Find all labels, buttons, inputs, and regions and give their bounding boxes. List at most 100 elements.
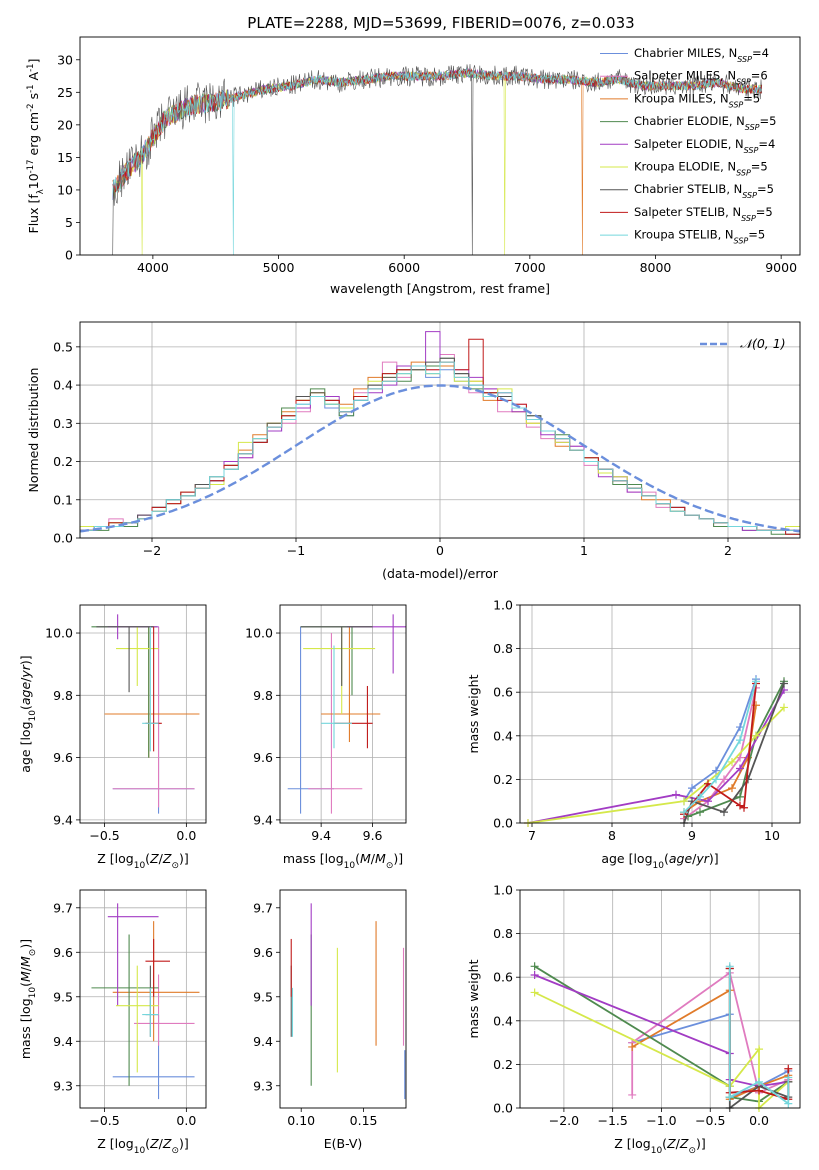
y-tick-label: 9.3 [53, 1078, 73, 1093]
mass-weight-vs-Z-panel: −2.0 −1.5 −1.0 −0.5 0.0 0.0 0.2 0.4 0.6 0.8 1.0 Z [… [466, 883, 801, 1156]
y-tick-label: 9.6 [53, 750, 73, 765]
y-axis-label: mass weight [466, 959, 481, 1038]
x-tick-label: 9 [688, 828, 696, 843]
x-tick-label: −0.5 [89, 828, 119, 843]
x-tick-label: 4000 [137, 260, 169, 275]
histogram-panel: −2 −1 0 1 2 0.0 0.1 0.2 0.3 0.4 0.5 𝒩(0, 1) (data-mo… [26, 321, 801, 581]
y-tick-label: 0.2 [493, 772, 513, 787]
y-axis-label: Normed distribution [26, 368, 41, 493]
weight-marker [784, 1073, 793, 1082]
y-tick-label: 0.5 [53, 339, 73, 354]
weight-marker [740, 803, 748, 812]
weight-marker [628, 1090, 637, 1099]
age-vs-Z-panel: −0.5 0.0 9.4 9.6 9.8 10.0 Z [log10(Z/Z⊙)] age [… [18, 604, 207, 871]
weight-marker [696, 808, 704, 817]
y-tick-label: 9.5 [253, 989, 273, 1004]
x-axis-label: Z [log10(Z/Z⊙)] [97, 851, 189, 871]
y-tick-label: 9.6 [53, 945, 73, 960]
age-vs-mass-panel: 9.4 9.6 9.4 9.6 9.8 10.0 mass [log10(M/M⊙)] [245, 604, 407, 871]
figure-title: PLATE=2288, MJD=53699, FIBERID=0076, z=0… [247, 14, 634, 32]
weight-marker [725, 962, 734, 971]
x-axis-label: Z [log10(Z/Z⊙)] [614, 1136, 706, 1156]
y-tick-label: 30 [57, 52, 73, 67]
normal-curve [79, 384, 801, 533]
legend-label: Kroupa ELODIE, NSSP=5 [634, 160, 768, 178]
weight-marker [530, 962, 539, 971]
y-tick-label: 1.0 [493, 883, 513, 898]
y-tick-label: 9.4 [53, 1034, 73, 1049]
x-tick-label: 1 [580, 543, 588, 558]
legend-label: 𝒩(0, 1) [740, 336, 786, 351]
y-tick-label: 9.8 [253, 688, 273, 703]
legend-label: Chabrier MILES, NSSP=4 [634, 46, 769, 64]
y-tick-label: 0.4 [53, 378, 73, 393]
y-tick-label: 9.5 [53, 989, 73, 1004]
y-tick-label: 0.0 [493, 816, 513, 831]
y-tick-label: 0.8 [493, 926, 513, 941]
x-axis-label: Z [log10(Z/Z⊙)] [97, 1136, 189, 1156]
x-tick-label: 0 [436, 543, 444, 558]
y-tick-label: 0.3 [53, 416, 73, 431]
weight-marker [704, 779, 712, 788]
axes-frame [79, 321, 801, 539]
weight-marker [755, 1045, 764, 1054]
weight-marker [672, 790, 680, 799]
x-tick-label: 0.0 [749, 1113, 769, 1128]
y-tick-label: 9.8 [53, 688, 73, 703]
y-tick-label: 0.0 [53, 531, 73, 546]
x-axis-label: wavelength [Angstrom, rest frame] [330, 281, 550, 296]
x-tick-label: 8000 [640, 260, 672, 275]
x-axis-label: (data-model)/error [382, 566, 499, 581]
y-axis-label: mass weight [466, 674, 481, 753]
y-tick-label: 0.1 [53, 492, 73, 507]
weight-marker [696, 792, 704, 801]
weight-marker [736, 753, 744, 762]
y-axis-label: age [log10(age/yr)] [18, 655, 38, 772]
mass-weight-vs-age-panel: 7 8 9 10 0.0 0.2 0.4 0.6 0.8 1.0 age [log10(age/yr… [466, 598, 801, 871]
x-tick-label: 9000 [765, 260, 797, 275]
legend-label: Salpeter MILES, NSSP=6 [634, 69, 768, 87]
weight-marker [680, 797, 688, 806]
weight-marker [736, 736, 744, 745]
y-tick-label: 0.4 [493, 728, 513, 743]
y-tick-label: 0.8 [493, 641, 513, 656]
x-tick-label: 10 [764, 828, 780, 843]
spectrum-panel: 4000 5000 6000 7000 8000 9000 0 5 10 15 20 25 30 wave… [26, 36, 801, 296]
weight-marker [688, 784, 696, 793]
weight-marker [780, 703, 788, 712]
y-tick-label: 9.7 [253, 900, 273, 915]
y-tick-label: 5 [65, 215, 73, 230]
y-tick-label: 9.4 [253, 1034, 273, 1049]
mass-vs-EBV-panel: 0.10 0.15 9.3 9.4 9.5 9.6 9.7 E(B-V) [253, 889, 407, 1151]
y-tick-label: 0.2 [53, 454, 73, 469]
x-tick-label: 0.0 [176, 1113, 196, 1128]
y-tick-label: 9.7 [53, 900, 73, 915]
weight-marker [530, 971, 539, 980]
weight-marker [725, 1093, 734, 1102]
legend-label: Salpeter STELIB, NSSP=5 [634, 205, 773, 223]
y-tick-label: 0.2 [493, 1057, 513, 1072]
legend-label: Kroupa MILES, NSSP=5 [634, 91, 760, 109]
y-tick-label: 10.0 [45, 626, 73, 641]
spectrum-line-kroupa_stelib [112, 67, 763, 256]
y-tick-label: 0.4 [493, 1013, 513, 1028]
weight-marker [680, 808, 688, 817]
weight-marker [728, 784, 736, 793]
axes-frame [79, 604, 207, 824]
y-tick-label: 10.0 [245, 626, 273, 641]
legend-label: Kroupa STELIB, NSSP=5 [634, 228, 765, 246]
x-tick-label: 8 [608, 828, 616, 843]
weight-marker [752, 731, 760, 740]
weight-marker [755, 1086, 764, 1095]
y-axis-label: mass [log10(M/M⊙)] [18, 939, 38, 1059]
weight-marker [736, 792, 744, 801]
y-tick-label: 0.6 [493, 685, 513, 700]
x-tick-label: −2.0 [549, 1113, 579, 1128]
weight-marker [736, 764, 744, 773]
y-tick-label: 9.6 [253, 750, 273, 765]
weight-marker [712, 775, 720, 784]
weight-marker [628, 1042, 637, 1051]
x-axis-label: E(B-V) [324, 1136, 363, 1151]
weight-marker [728, 757, 736, 766]
